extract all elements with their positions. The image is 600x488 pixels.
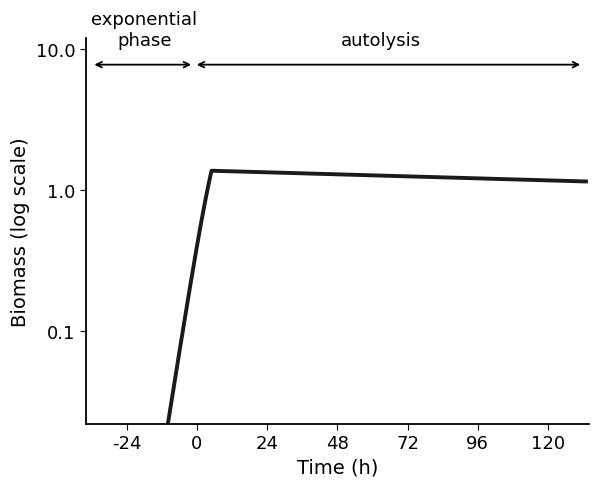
Text: autolysis: autolysis <box>341 32 421 50</box>
Text: exponential
phase: exponential phase <box>91 11 197 50</box>
Y-axis label: Biomass (log scale): Biomass (log scale) <box>11 137 30 326</box>
X-axis label: Time (h): Time (h) <box>296 458 378 477</box>
